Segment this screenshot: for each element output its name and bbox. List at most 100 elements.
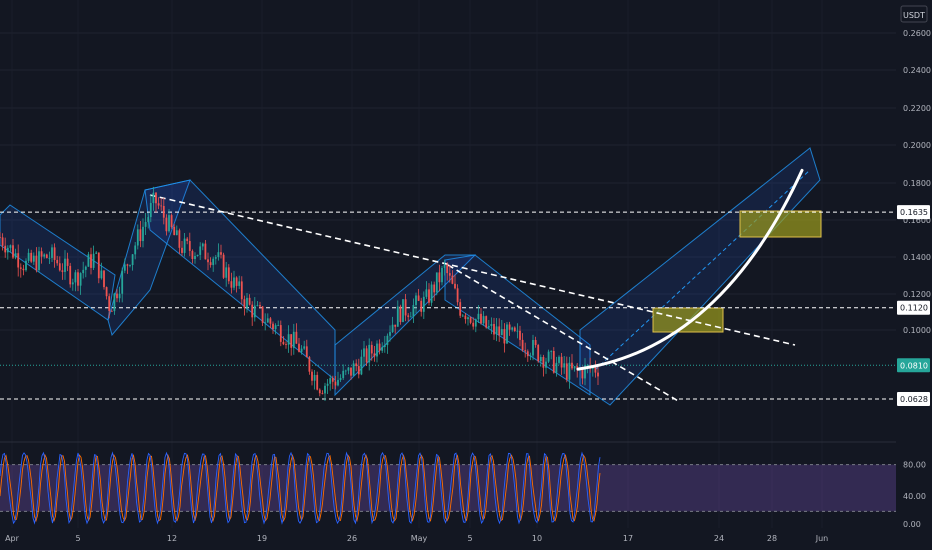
- currency-badge[interactable]: [900, 5, 928, 23]
- candle-body: [516, 330, 519, 332]
- time-axis[interactable]: Apr 5 12 19 26 May 5 10 17 24 28 Jun: [5, 534, 828, 543]
- grid: [0, 32, 896, 331]
- candle-body: [191, 250, 194, 260]
- candle-body: [199, 246, 202, 255]
- trend-lines[interactable]: [149, 194, 796, 403]
- candle-body: [175, 230, 178, 236]
- candle-body: [441, 267, 443, 283]
- candle-body: [168, 215, 170, 232]
- candle-body: [558, 356, 560, 363]
- level-label: 0.1120: [900, 304, 928, 313]
- candle-body: [456, 288, 459, 303]
- candle-body: [357, 366, 360, 375]
- candle-body: [524, 350, 527, 352]
- candle-body: [415, 295, 417, 306]
- y-tick-label: 0.1400: [903, 253, 931, 262]
- projection-curve[interactable]: [576, 168, 804, 371]
- candle-body: [118, 293, 121, 299]
- candle-body: [230, 281, 233, 288]
- current-price-label: 0.0810: [900, 361, 928, 370]
- candle-body: [493, 324, 495, 335]
- candle-body: [412, 305, 415, 317]
- candle-body: [35, 255, 38, 271]
- candle-body: [381, 346, 384, 351]
- candle-body: [490, 324, 493, 327]
- candle-body: [82, 269, 85, 274]
- horizontal-levels[interactable]: [0, 211, 896, 400]
- candle-body: [51, 247, 53, 258]
- candle-body: [160, 205, 163, 207]
- candle-body: [220, 252, 222, 255]
- candle-body: [256, 305, 259, 306]
- x-tick-label: 19: [257, 534, 267, 543]
- y-tick-label: 0.1600: [903, 216, 931, 225]
- candle-body: [201, 243, 204, 247]
- candle-body: [113, 293, 116, 312]
- candle-body: [594, 366, 597, 373]
- oscillator-level-label: 80.00: [903, 461, 926, 470]
- price-pane[interactable]: [0, 147, 896, 406]
- candle-body: [53, 247, 56, 260]
- candle-body: [116, 293, 118, 299]
- oscillator-pane[interactable]: [0, 451, 896, 525]
- candle-body: [279, 325, 282, 342]
- candle-body: [547, 351, 550, 362]
- x-tick-label: 17: [623, 534, 633, 543]
- price-axis[interactable]: 0.2600 0.2400 0.2200 0.2000 0.1800 0.1600 0.14…: [897, 29, 931, 529]
- candle-body: [542, 356, 545, 368]
- candle-body: [149, 203, 152, 218]
- candle-body: [420, 300, 423, 312]
- candle-body: [529, 355, 532, 357]
- candle-body: [407, 315, 410, 317]
- candle-body: [277, 325, 280, 326]
- candle-body: [238, 281, 241, 286]
- candle-body: [188, 241, 191, 251]
- candle-body: [321, 393, 324, 395]
- candle-body: [196, 254, 199, 257]
- candle-body: [121, 270, 124, 294]
- candle-body: [178, 230, 181, 248]
- candle-body: [144, 221, 147, 227]
- candle-body: [313, 374, 316, 381]
- candle-body: [214, 257, 217, 259]
- candle-body: [417, 295, 420, 301]
- candle-body: [389, 332, 391, 336]
- y-tick-label: 0.2000: [903, 141, 931, 150]
- candle-body: [513, 327, 516, 331]
- candle-body: [378, 343, 381, 351]
- candle-body: [251, 304, 254, 318]
- candle-body: [194, 256, 196, 260]
- candle-body: [27, 252, 30, 261]
- candle-body: [108, 296, 111, 311]
- candle-body: [295, 331, 298, 344]
- descending-trend-line[interactable]: [149, 194, 796, 346]
- candle-body: [157, 203, 160, 206]
- candle-body: [103, 270, 105, 288]
- candle-body: [290, 334, 293, 348]
- candle-body: [222, 254, 225, 278]
- candle-body: [22, 268, 25, 271]
- candle-body: [56, 259, 59, 264]
- candle-body: [451, 275, 454, 284]
- currency-label: USDT: [903, 11, 925, 20]
- level-label-box: [897, 205, 930, 220]
- candle-body: [92, 253, 95, 268]
- candle-body: [474, 319, 477, 327]
- oscillator-k-line: [0, 451, 601, 525]
- candle-body: [165, 217, 168, 232]
- candle-body: [235, 277, 238, 286]
- candle-body: [337, 379, 339, 386]
- candle-body: [555, 362, 558, 373]
- candle-body: [285, 344, 287, 346]
- candle-body: [264, 322, 267, 324]
- candle-body: [9, 245, 12, 248]
- candle-body: [435, 272, 438, 293]
- candle-body: [170, 215, 173, 227]
- candle-body: [69, 265, 72, 285]
- candle-body: [373, 353, 376, 357]
- support-trend-line[interactable]: [447, 264, 681, 403]
- level-label-box: [897, 392, 930, 407]
- candle-body: [66, 258, 69, 266]
- oscillator-d-line: [0, 453, 601, 523]
